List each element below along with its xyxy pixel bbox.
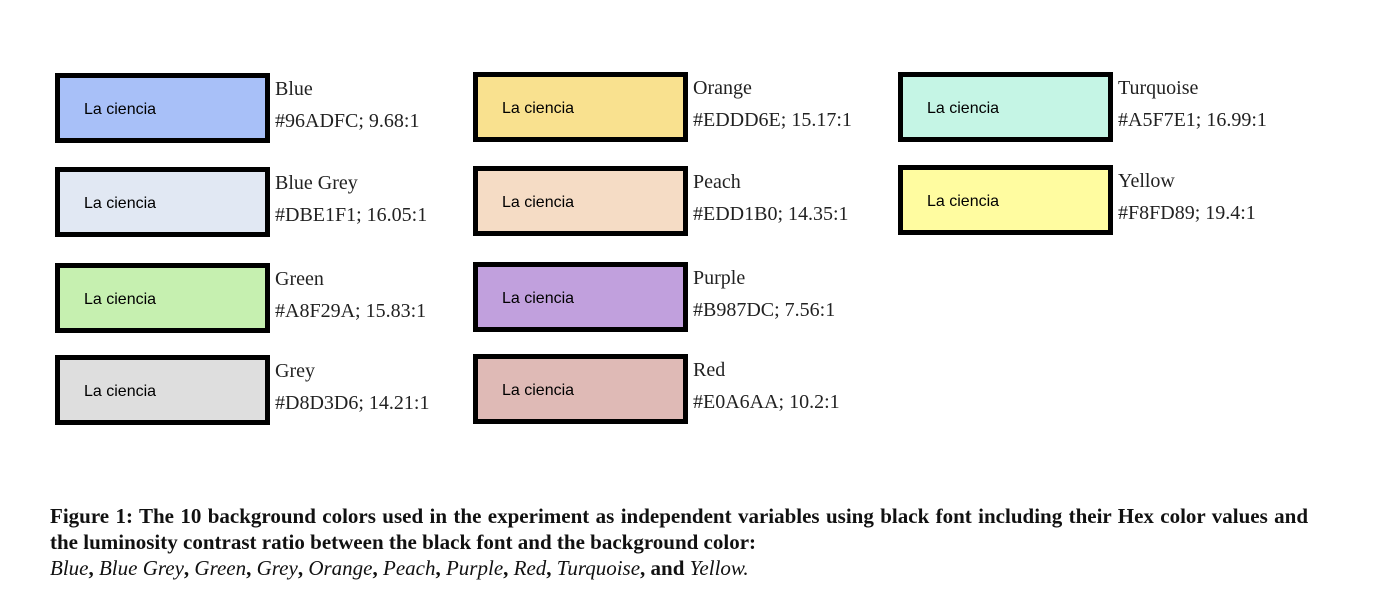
color-name: Turquoise xyxy=(1118,77,1199,99)
swatch-item-turquoise: La ciencia Turquoise #A5F7E1; 16.99:1 xyxy=(898,72,1318,144)
swatch-sample-text: La ciencia xyxy=(84,101,157,118)
swatch-sample-text: La ciencia xyxy=(927,100,1000,117)
color-swatch: La ciencia xyxy=(473,166,688,236)
color-hex-contrast: #96ADFC; 9.68:1 xyxy=(275,110,420,132)
color-hex-contrast: #A8F29A; 15.83:1 xyxy=(275,300,427,322)
swatch-item-orange: La ciencia Orange #EDDD6E; 15.17:1 xyxy=(473,72,893,144)
caption-color-name: Green xyxy=(194,556,247,580)
color-hex-contrast: #EDDD6E; 15.17:1 xyxy=(693,109,852,131)
swatch-sample-text: La ciencia xyxy=(502,382,575,399)
caption-color-name: Red xyxy=(513,556,547,580)
swatch-item-yellow: La ciencia Yellow #F8FD89; 19.4:1 xyxy=(898,165,1318,237)
caption-color-name: Blue Grey xyxy=(98,556,184,580)
swatch-sample-text: La ciencia xyxy=(502,100,575,117)
caption-color-name: Purple xyxy=(445,556,504,580)
swatch-sample-text: La ciencia xyxy=(84,291,157,308)
color-name: Yellow xyxy=(1118,170,1175,192)
color-hex-contrast: #D8D3D6; 14.21:1 xyxy=(275,392,430,414)
color-name: Orange xyxy=(693,77,752,99)
color-hex-contrast: #E0A6AA; 10.2:1 xyxy=(693,391,840,413)
figure-caption: Figure 1: The 10 background colors used … xyxy=(50,504,1308,580)
color-name: Peach xyxy=(693,171,741,193)
swatch-sample-text: La ciencia xyxy=(502,290,575,307)
caption-color-name: Turquoise xyxy=(556,556,641,580)
caption-color-name: Grey xyxy=(256,556,298,580)
color-name: Red xyxy=(693,359,726,381)
color-hex-contrast: #A5F7E1; 16.99:1 xyxy=(1118,109,1267,131)
color-swatch: La ciencia xyxy=(473,72,688,142)
swatch-item-purple: La ciencia Purple #B987DC; 7.56:1 xyxy=(473,262,893,334)
swatch-item-red: La ciencia Red #E0A6AA; 10.2:1 xyxy=(473,354,893,426)
swatch-item-peach: La ciencia Peach #EDD1B0; 14.35:1 xyxy=(473,166,893,238)
color-swatch: La ciencia xyxy=(55,167,270,237)
color-hex-contrast: #DBE1F1; 16.05:1 xyxy=(275,204,428,226)
color-name: Blue Grey xyxy=(275,172,358,194)
color-swatch: La ciencia xyxy=(55,263,270,333)
swatch-item-grey: La ciencia Grey #D8D3D6; 14.21:1 xyxy=(55,355,475,427)
caption-color-name: Peach xyxy=(383,556,436,580)
swatch-sample-text: La ciencia xyxy=(502,194,575,211)
color-name: Grey xyxy=(275,360,315,382)
color-swatch: La ciencia xyxy=(55,355,270,425)
caption-end: . xyxy=(743,556,749,580)
caption-color-name: Blue xyxy=(50,556,89,580)
color-hex-contrast: #F8FD89; 19.4:1 xyxy=(1118,202,1256,224)
caption-color-name: Orange xyxy=(308,556,373,580)
swatch-sample-text: La ciencia xyxy=(84,195,157,212)
caption-color-name: Yellow xyxy=(689,556,744,580)
color-hex-contrast: #EDD1B0; 14.35:1 xyxy=(693,203,849,225)
caption-lead: Figure 1: The 10 background colors used … xyxy=(50,504,1308,554)
swatch-sample-text: La ciencia xyxy=(84,383,157,400)
swatch-sample-text: La ciencia xyxy=(927,193,1000,210)
color-swatch: La ciencia xyxy=(473,354,688,424)
color-swatch: La ciencia xyxy=(55,73,270,143)
color-name: Blue xyxy=(275,78,313,100)
swatch-item-blue-grey: La ciencia Blue Grey #DBE1F1; 16.05:1 xyxy=(55,167,475,239)
color-swatch: La ciencia xyxy=(898,72,1113,142)
swatch-item-green: La ciencia Green #A8F29A; 15.83:1 xyxy=(55,263,475,335)
color-swatch: La ciencia xyxy=(473,262,688,332)
color-hex-contrast: #B987DC; 7.56:1 xyxy=(693,299,836,321)
color-swatch: La ciencia xyxy=(898,165,1113,235)
color-name: Green xyxy=(275,268,324,290)
caption-and: and xyxy=(650,556,685,580)
color-name: Purple xyxy=(693,267,746,289)
swatch-item-blue: La ciencia Blue #96ADFC; 9.68:1 xyxy=(55,73,475,145)
